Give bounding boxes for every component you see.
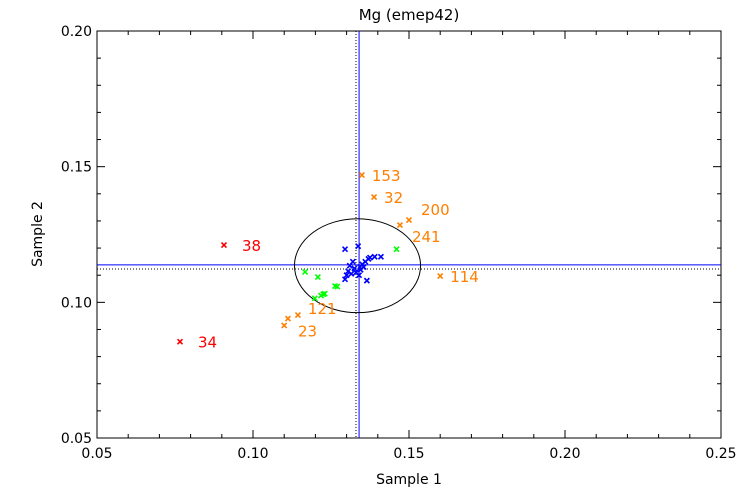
data-point-label: 121 [308, 300, 337, 318]
x-tick-label: 0.05 [81, 446, 112, 462]
data-point-label: 32 [384, 189, 403, 207]
data-point-orange [358, 172, 365, 179]
y-tick-label: 0.05 [61, 431, 92, 447]
x-tick-label: 0.10 [237, 446, 268, 462]
data-point-orange [396, 221, 404, 229]
data-point-label: 153 [372, 167, 401, 185]
data-point-green [302, 268, 309, 276]
plot-frame [96, 30, 722, 439]
data-point-green [393, 246, 400, 253]
x-tick-label: 0.20 [549, 446, 580, 462]
confidence-ellipse [293, 218, 422, 314]
y-tick-label: 0.10 [61, 295, 92, 311]
data-point-green [311, 295, 318, 302]
y-tick-label: 0.20 [61, 24, 92, 40]
data-point-blue [377, 253, 384, 260]
data-point-blue [348, 270, 355, 277]
y-axis-label: Sample 2 [30, 201, 46, 267]
data-point-blue [371, 253, 378, 260]
y-axis: 0.05 0.10 0.15 0.20 [61, 24, 721, 447]
x-axis: 0.05 0.10 0.15 0.20 0.25 [81, 31, 737, 462]
y-tick-label: 0.15 [61, 160, 92, 176]
data-point-orange [284, 315, 292, 322]
reference-lines [97, 31, 721, 438]
data-point-blue [343, 272, 350, 279]
data-point-blue [360, 263, 367, 271]
data-point-label: 241 [412, 228, 441, 246]
data-point-orange [437, 272, 444, 280]
data-point-green [334, 283, 341, 290]
data-point-label: 200 [421, 201, 450, 219]
data-points: 38 34 153 32 200 241 114 121 23 [176, 167, 479, 352]
x-axis-label: Sample 1 [376, 472, 442, 488]
data-point-green [317, 292, 325, 299]
data-point-green [314, 274, 321, 281]
data-point-label: 23 [298, 323, 317, 341]
data-point-label: 114 [450, 268, 479, 286]
data-point-blue [341, 246, 349, 253]
data-point-orange [370, 193, 378, 201]
data-point-blue [355, 243, 362, 250]
data-point-blue [366, 254, 374, 261]
data-point-blue [341, 276, 349, 283]
data-point-blue [351, 265, 358, 272]
x-tick-label: 0.15 [393, 446, 424, 462]
data-point-blue [346, 262, 353, 269]
data-point-orange [281, 322, 288, 329]
data-point-label: 38 [242, 237, 261, 255]
data-point-red [176, 338, 184, 345]
data-point-green [321, 290, 328, 297]
data-point-orange [405, 217, 413, 224]
data-point-blue [356, 272, 363, 279]
data-point-orange [294, 312, 301, 319]
data-point-red [220, 242, 228, 249]
data-point-blue [363, 277, 370, 284]
data-point-label: 34 [198, 334, 217, 352]
x-tick-label: 0.25 [705, 446, 736, 462]
chart-title: Mg (emep42) [359, 6, 460, 24]
